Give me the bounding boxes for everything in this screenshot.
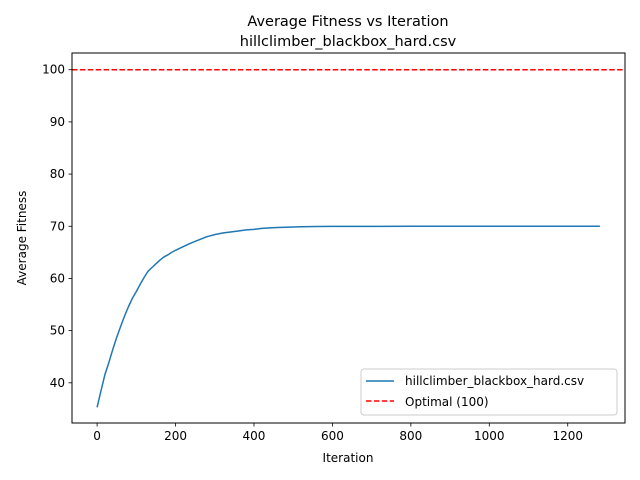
- x-tick-label: 1200: [552, 429, 583, 443]
- chart-title: Average Fitness vs Iteration: [247, 14, 448, 30]
- x-tick-label: 600: [321, 429, 344, 443]
- plot-frame: [71, 52, 626, 424]
- chart-subtitle: hillclimber_blackbox_hard.csv: [240, 34, 457, 50]
- y-axis: 40 50 60 70 80 90 100: [42, 63, 72, 390]
- x-axis-label: Iteration: [323, 451, 374, 465]
- series-layer: [72, 68, 625, 408]
- y-tick-label: 100: [42, 63, 65, 77]
- x-tick-label: 400: [243, 429, 266, 443]
- x-tick-label: 0: [93, 429, 101, 443]
- legend-label-optimal: Optimal (100): [405, 395, 489, 409]
- y-axis-label: Average Fitness: [15, 191, 29, 286]
- y-tick-label: 70: [50, 219, 65, 233]
- y-tick-label: 60: [50, 271, 65, 285]
- x-axis: 0 200 400 600 800 1000 1200: [93, 423, 583, 443]
- x-tick-label: 200: [164, 429, 187, 443]
- y-tick-label: 80: [50, 167, 65, 181]
- legend-label-fitness: hillclimber_blackbox_hard.csv: [405, 374, 584, 388]
- y-tick-label: 40: [50, 376, 65, 390]
- legend: hillclimber_blackbox_hard.csv Optimal (1…: [360, 368, 618, 416]
- series-line-fitness: [96, 225, 600, 408]
- plot-area: [72, 68, 625, 408]
- legend-box: [360, 368, 618, 416]
- x-tick-label: 800: [399, 429, 422, 443]
- y-tick-label: 90: [50, 115, 65, 129]
- x-tick-label: 1000: [474, 429, 505, 443]
- y-tick-label: 50: [50, 324, 65, 338]
